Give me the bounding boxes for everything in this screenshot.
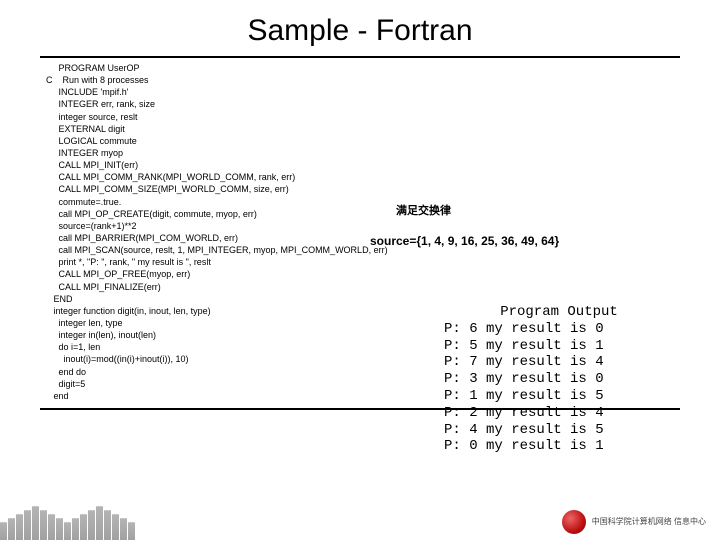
code-line: integer source, reslt (46, 111, 674, 123)
code-line: commute=.true. (46, 196, 674, 208)
hw-bar (0, 522, 7, 540)
hw-bar (16, 514, 23, 540)
hw-bar (48, 514, 55, 540)
code-line: CALL MPI_COMM_RANK(MPI_WORLD_COMM, rank,… (46, 171, 674, 183)
code-line: EXTERNAL digit (46, 123, 674, 135)
hw-bar (32, 506, 39, 540)
code-line: CALL MPI_FINALIZE(err) (46, 281, 674, 293)
code-line: call MPI_OP_CREATE(digit, commute, myop,… (46, 208, 674, 220)
hw-bar (40, 510, 47, 540)
output-line: P: 1 my result is 5 (444, 388, 674, 405)
output-lines: P: 6 my result is 0P: 5 my result is 1P:… (444, 321, 674, 455)
hw-bar (24, 510, 31, 540)
output-title: Program Output (444, 304, 674, 321)
hw-bar (80, 514, 87, 540)
program-output: Program Output P: 6 my result is 0P: 5 m… (444, 304, 674, 455)
code-line: INTEGER err, rank, size (46, 98, 674, 110)
footer-logo: 中国科学院计算机网络 信息中心 (562, 510, 706, 534)
hw-bar (128, 522, 135, 540)
code-line: call MPI_BARRIER(MPI_COM_WORLD, err) (46, 232, 674, 244)
code-line: INCLUDE 'mpif.h' (46, 86, 674, 98)
code-line: END (46, 293, 674, 305)
hw-bar (56, 518, 63, 540)
code-line: PROGRAM UserOP (46, 62, 674, 74)
output-line: P: 4 my result is 5 (444, 422, 674, 439)
code-line: INTEGER myop (46, 147, 674, 159)
slide-title: Sample - Fortran (0, 0, 720, 54)
output-line: P: 5 my result is 1 (444, 338, 674, 355)
annotation-source: source={1, 4, 9, 16, 25, 36, 49, 64} (370, 234, 559, 248)
code-line: print *, "P: ", rank, " my result is ", … (46, 256, 674, 268)
logo-icon (562, 510, 586, 534)
hw-bar (72, 518, 79, 540)
output-line: P: 3 my result is 0 (444, 371, 674, 388)
output-line: P: 0 my result is 1 (444, 438, 674, 455)
hw-bar (104, 510, 111, 540)
logo-text: 中国科学院计算机网络 信息中心 (592, 518, 706, 527)
hw-bar (8, 518, 15, 540)
hw-bar (120, 518, 127, 540)
output-line: P: 2 my result is 4 (444, 405, 674, 422)
hw-bar (64, 522, 71, 540)
hw-bar (88, 510, 95, 540)
code-line: call MPI_SCAN(source, reslt, 1, MPI_INTE… (46, 244, 674, 256)
code-line: C Run with 8 processes (46, 74, 674, 86)
code-line: CALL MPI_COMM_SIZE(MPI_WORLD_COMM, size,… (46, 183, 674, 195)
code-line: source=(rank+1)**2 (46, 220, 674, 232)
annotation-commute: 满足交换律 (396, 202, 451, 218)
hw-bar (112, 514, 119, 540)
output-line: P: 6 my result is 0 (444, 321, 674, 338)
code-line: CALL MPI_INIT(err) (46, 159, 674, 171)
code-line: LOGICAL commute (46, 135, 674, 147)
code-line: CALL MPI_OP_FREE(myop, err) (46, 268, 674, 280)
hw-bar (96, 506, 103, 540)
output-line: P: 7 my result is 4 (444, 354, 674, 371)
footer-hardware-graphic (0, 506, 140, 540)
